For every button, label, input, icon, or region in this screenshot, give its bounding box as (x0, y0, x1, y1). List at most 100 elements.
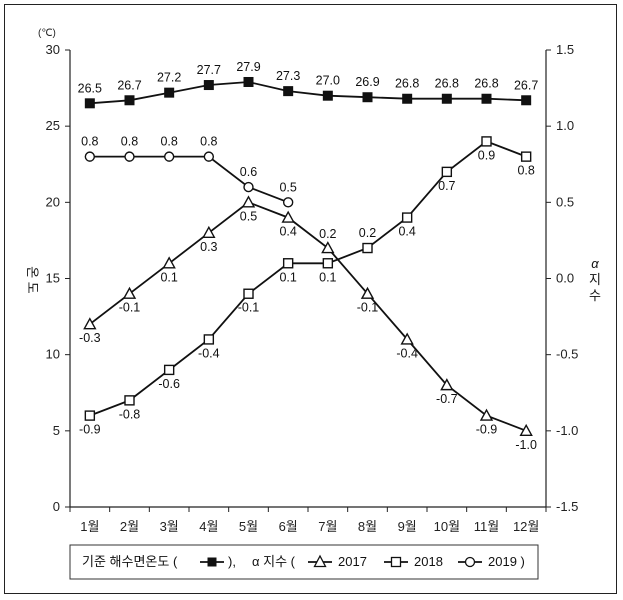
right-tick-label: -1.0 (556, 423, 578, 438)
x-tick-label: 9월 (398, 519, 417, 534)
left-tick-label: 10 (46, 347, 60, 362)
data-point-sst (84, 98, 95, 109)
data-label-2019: 0.8 (81, 135, 98, 149)
data-label-2018: -0.9 (79, 423, 101, 437)
x-tick-label: 2월 (120, 519, 139, 534)
data-label-2017: -0.4 (396, 346, 418, 360)
right-tick-label: 1.0 (556, 118, 574, 133)
data-point-2019 (243, 181, 254, 193)
legend-marker-2018 (390, 556, 402, 568)
data-point-sst (481, 93, 492, 104)
data-label-2018: -0.4 (198, 346, 220, 360)
legend-marker-2019 (464, 556, 476, 568)
data-label-2019: 0.6 (240, 165, 257, 179)
left-tick-label: 0 (53, 499, 60, 514)
data-point-2017 (241, 195, 256, 208)
data-label-2017: -0.7 (436, 392, 458, 406)
data-point-sst (124, 95, 135, 106)
data-point-sst (203, 80, 214, 91)
x-tick-label: 12월 (513, 519, 539, 534)
data-label-2018: 0.9 (478, 148, 495, 162)
data-point-2017 (162, 256, 176, 269)
data-label-2018: -0.8 (119, 407, 141, 421)
data-label-2019: 0.5 (279, 180, 296, 194)
data-label-2017: -0.3 (79, 331, 101, 345)
data-label-sst: 26.8 (395, 77, 419, 91)
data-point-sst (521, 95, 532, 106)
data-label-2018: 0.8 (517, 164, 534, 178)
data-label-2017: 0.5 (240, 209, 257, 223)
data-label-2019: 0.8 (200, 135, 217, 149)
data-point-2017 (321, 241, 335, 254)
left-axis-label: 온 도 (25, 266, 40, 294)
left-tick-label: 15 (46, 271, 60, 286)
data-label-sst: 26.8 (435, 77, 459, 91)
data-point-2018 (203, 334, 215, 345)
data-label-2017: -0.1 (357, 301, 379, 315)
data-point-sst (441, 93, 452, 104)
data-label-2018: 0.1 (319, 270, 336, 284)
series-line-sst (89, 81, 527, 105)
data-point-2018 (163, 364, 175, 376)
legend-label-sep: ), (228, 554, 236, 569)
data-point-2017 (360, 286, 375, 299)
data-point-2019 (163, 151, 175, 162)
data-point-2019 (84, 151, 96, 162)
data-point-2019 (282, 197, 294, 208)
left-tick-label: 25 (46, 118, 60, 133)
data-label-2017: 0.4 (279, 225, 296, 239)
data-point-sst (283, 86, 294, 97)
data-point-2017 (281, 210, 295, 223)
x-tick-label: 4월 (199, 519, 218, 534)
data-label-sst: 27.2 (157, 71, 181, 85)
data-point-2018 (481, 136, 492, 147)
x-tick-label: 5월 (239, 519, 258, 534)
data-label-2018: 0.4 (398, 225, 415, 239)
series-line-2019 (89, 155, 289, 204)
data-point-sst (362, 92, 373, 103)
data-point-sst (402, 93, 413, 104)
data-label-2019: 0.8 (160, 135, 177, 149)
data-label-2018: -0.6 (158, 377, 180, 391)
right-tick-label: 1.5 (556, 42, 574, 57)
data-point-2018 (84, 410, 96, 421)
right-axis-label-su: 수 (589, 288, 601, 303)
data-point-2017 (202, 225, 216, 239)
left-tick-label: 20 (46, 194, 60, 209)
left-axis-unit: (℃) (38, 28, 56, 39)
chart-frame (4, 4, 617, 594)
data-label-sst: 26.7 (514, 78, 538, 92)
legend-label-alpha: α 지수 ( (252, 554, 296, 569)
data-point-2018 (322, 258, 334, 269)
data-label-2017: 0.3 (200, 240, 217, 254)
series-line-2017 (89, 201, 527, 432)
data-label-sst: 26.7 (117, 78, 141, 92)
data-point-2017 (519, 423, 533, 437)
data-label-sst: 26.5 (78, 81, 102, 95)
left-tick-label: 30 (46, 42, 60, 57)
data-label-sst: 27.3 (276, 69, 300, 83)
data-point-2018 (401, 212, 413, 223)
data-label-2018: 0.7 (438, 179, 455, 193)
data-label-2017: -1.0 (515, 438, 537, 452)
data-label-2017: -0.1 (119, 301, 141, 315)
data-point-sst (322, 90, 333, 101)
right-axis-label-ji: 지 (589, 272, 601, 287)
data-point-2018 (243, 288, 254, 299)
data-label-sst: 27.0 (316, 74, 340, 88)
data-point-2017 (83, 317, 97, 330)
data-point-2019 (203, 151, 215, 162)
series-line-2018 (89, 140, 527, 417)
data-point-sst (164, 87, 175, 98)
data-point-2019 (124, 151, 135, 162)
data-label-sst: 27.7 (197, 63, 221, 77)
x-tick-label: 3월 (160, 519, 179, 534)
data-point-2017 (122, 286, 137, 299)
data-label-2017: 0.1 (160, 270, 177, 284)
data-point-2018 (282, 258, 294, 269)
data-point-2018 (441, 166, 453, 178)
legend-label-2017: 2017 (338, 554, 367, 569)
data-label-sst: 27.9 (236, 60, 260, 74)
data-point-2017 (440, 378, 454, 391)
